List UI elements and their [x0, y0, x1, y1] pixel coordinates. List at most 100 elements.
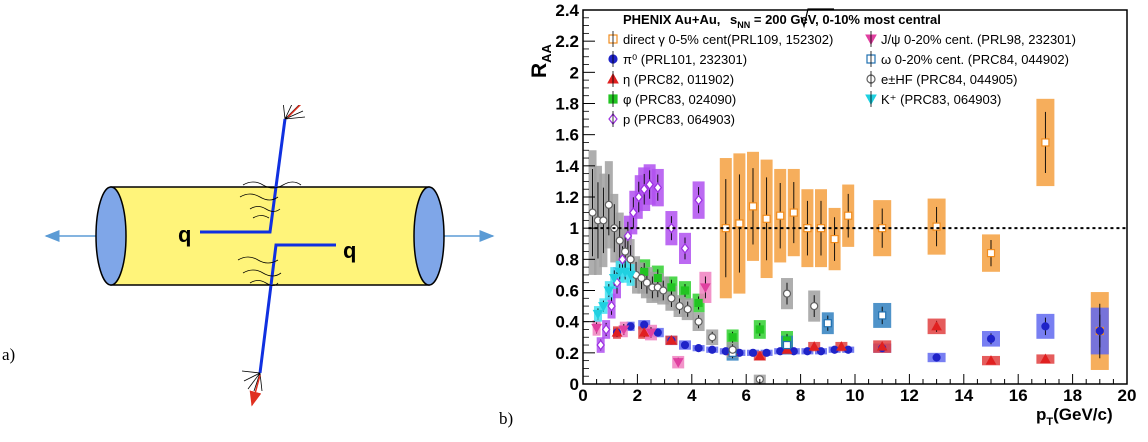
- data-point-p: [601, 323, 611, 335]
- data-point-j: [672, 358, 684, 368]
- data-point-ehf: [588, 208, 597, 217]
- y-tick-label: 2.2: [555, 32, 579, 51]
- data-point-p: [634, 191, 644, 203]
- x-tick-label: 0: [578, 386, 587, 405]
- data-point-p: [607, 300, 616, 312]
- legend-label: p (PRC83, 064903): [623, 112, 735, 127]
- data-point-p: [596, 339, 605, 351]
- data-point-direct: [830, 234, 839, 244]
- data-point-s1: [680, 340, 690, 350]
- data-point-s6: [878, 311, 887, 320]
- data-point-j: [591, 323, 602, 334]
- data-point-s1: [789, 347, 798, 356]
- y-tick-label: 0.4: [555, 313, 579, 332]
- data-point-k: [625, 270, 636, 281]
- y-axis-label: RAA: [528, 43, 554, 78]
- data-point-ehf: [599, 216, 608, 225]
- data-point-s6: [782, 340, 792, 350]
- quark-line-right: [258, 243, 336, 374]
- legend: direct γ 0-5% cent(PRL109, 152302) π⁰ (PR…: [607, 31, 1076, 127]
- x-tick-label: 20: [1118, 386, 1137, 405]
- x-tick-label: 6: [741, 386, 750, 405]
- data-point-s3: [667, 283, 676, 292]
- data-point-s1: [653, 328, 662, 337]
- data-point-s1: [762, 348, 771, 357]
- legend-label: J/ψ 0-20% cent. (PRL98, 232301): [881, 32, 1076, 47]
- data-point-s2: [836, 341, 847, 351]
- gluon-radiation-top: [239, 181, 302, 219]
- data-point-s2: [985, 355, 997, 365]
- cylinder-left-cap: [95, 186, 127, 286]
- data-point-s1: [694, 344, 703, 353]
- data-point-s2: [638, 327, 650, 337]
- legend-label: π⁰ (PRL101, 232301): [623, 52, 747, 67]
- data-point-s3: [653, 273, 662, 283]
- y-tick-label: 1.6: [555, 126, 579, 145]
- data-point-ehf: [782, 289, 792, 298]
- x-tick-label: 8: [796, 386, 805, 405]
- data-point-p: [694, 194, 703, 206]
- data-point-ehf: [604, 200, 613, 209]
- data-point-s3: [694, 298, 703, 308]
- systematic-bands: [588, 98, 1109, 384]
- data-point-p: [618, 253, 627, 265]
- x-tick-label: 18: [1063, 386, 1082, 405]
- data-point-ehf: [728, 345, 737, 354]
- data-point-ehf: [675, 301, 684, 311]
- data-point-s2: [781, 344, 793, 354]
- y-tick-label: 0.6: [555, 282, 579, 301]
- data-point-ehf: [810, 301, 819, 311]
- data-point-direct: [748, 202, 758, 211]
- data-point-s3: [755, 325, 764, 334]
- data-point-p: [623, 230, 633, 242]
- data-point-ehf: [694, 317, 703, 326]
- y-tick-label: 1: [570, 219, 579, 238]
- data-point-k: [608, 274, 620, 284]
- tick-labels: 0 2 4 6 8 10 12 14 16 18 20 0 0.2 0.4 0.6 0.8 1 1.2 1.4 1.6…: [555, 1, 1136, 405]
- quark-label-right: q: [343, 238, 356, 263]
- x-axis-label: pT(GeV/c): [1036, 405, 1113, 428]
- chart-title: PHENIX Au+Au, sNN = 200 GeV, 0-10% most …: [623, 12, 941, 30]
- data-point-s2: [876, 341, 888, 351]
- data-markers: [588, 138, 1104, 384]
- data-point-s1: [1095, 326, 1104, 336]
- y-tick-label: 0.8: [555, 250, 579, 269]
- data-point-s2: [754, 350, 766, 360]
- data-point-s3: [680, 286, 690, 295]
- gluon-radiation-bottom: [237, 256, 282, 286]
- legend-label: φ (PRC83, 024090): [623, 92, 736, 107]
- sqrt-sign: [800, 8, 834, 29]
- jet-arrow-top: [287, 105, 302, 118]
- data-point-j: [645, 328, 657, 339]
- data-point-ehf: [683, 305, 692, 314]
- data-point-k: [598, 302, 609, 312]
- data-point-s1: [803, 347, 812, 356]
- x-tick-label: 10: [846, 386, 865, 405]
- data-point-ehf: [659, 286, 668, 295]
- data-point-k: [592, 309, 604, 320]
- data-point-direct: [1041, 138, 1050, 147]
- legend-label: η (PRC82, 011902): [623, 72, 734, 87]
- data-point-p: [680, 242, 690, 254]
- quark-label-left: q: [178, 222, 191, 247]
- raa-chart: 0 2 4 6 8 10 12 14 16 18 20 0 0.2 0.4 0.6 0.8 1 1.2 1.4 1.6…: [528, 1, 1136, 428]
- data-point-ehf: [642, 278, 652, 287]
- data-point-p: [667, 222, 676, 234]
- x-tick-label: 2: [633, 386, 642, 405]
- y-tick-label: 1.8: [555, 95, 579, 114]
- data-point-j: [700, 283, 711, 293]
- data-point-p: [645, 179, 654, 191]
- data-point-s2: [611, 327, 623, 337]
- data-point-s1: [986, 334, 996, 343]
- quark-line-left: [200, 118, 287, 234]
- x-tick-label: 16: [1009, 386, 1028, 405]
- data-point-s1: [748, 348, 758, 357]
- y-tick-label: 1.4: [555, 157, 579, 176]
- data-point-k: [603, 286, 615, 297]
- y-tick-label: 1.2: [555, 188, 579, 207]
- y-tick-label: 2.4: [555, 1, 579, 20]
- data-point-ehf: [626, 255, 635, 264]
- x-tick-label: 14: [954, 386, 973, 405]
- data-point-s2: [666, 334, 677, 345]
- y-tick-label: 2: [570, 63, 579, 82]
